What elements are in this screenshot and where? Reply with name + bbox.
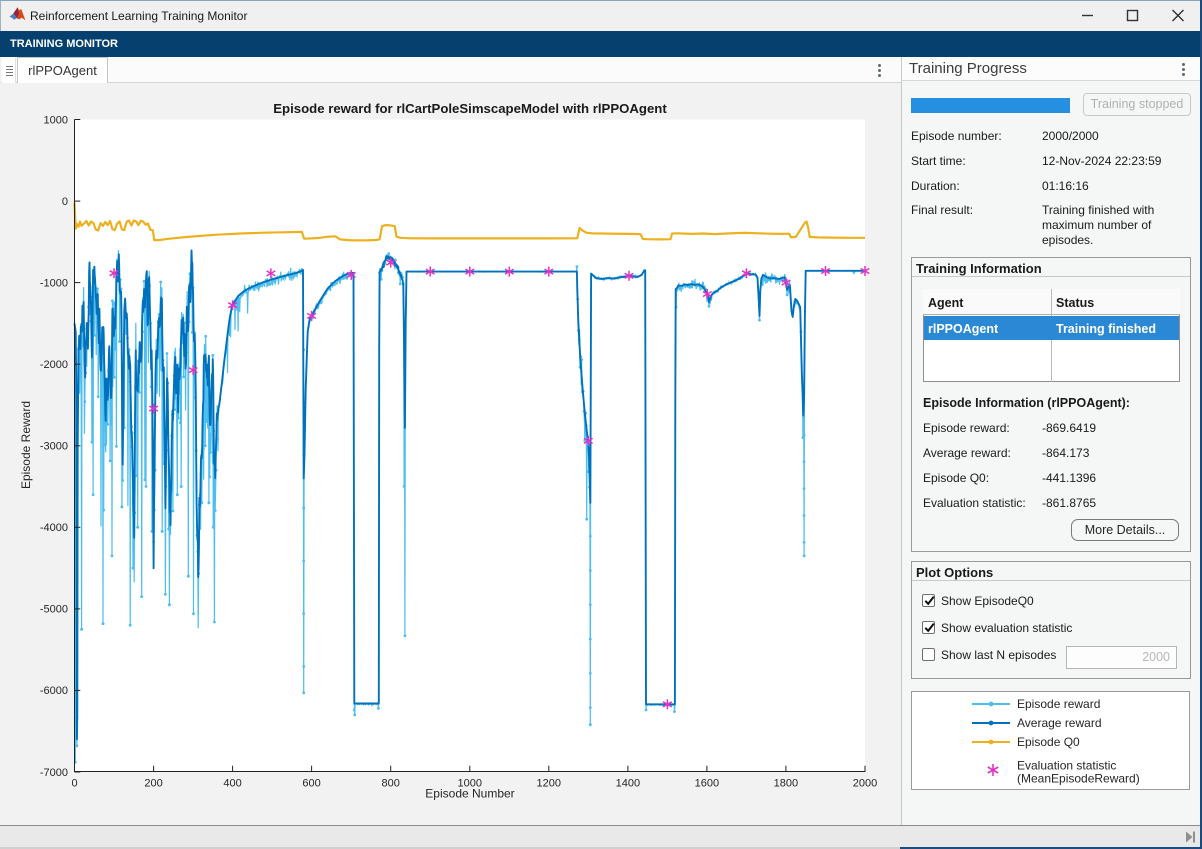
svg-text:2000: 2000	[853, 778, 877, 790]
svg-text:1200: 1200	[537, 778, 561, 790]
svg-text:200: 200	[144, 778, 162, 790]
svg-text:1800: 1800	[774, 778, 798, 790]
svg-text:-5000: -5000	[40, 604, 68, 616]
svg-text:1000: 1000	[458, 778, 482, 790]
svg-text:-2000: -2000	[40, 359, 68, 371]
svg-text:0: 0	[71, 778, 77, 790]
svg-text:Average reward: Average reward	[1017, 716, 1102, 730]
svg-text:-1000: -1000	[40, 277, 68, 289]
svg-text:-3000: -3000	[40, 441, 68, 453]
svg-text:1600: 1600	[695, 778, 719, 790]
svg-text:Evaluation statistic: Evaluation statistic	[1017, 759, 1116, 773]
svg-text:Episode Reward: Episode Reward	[19, 401, 33, 489]
svg-text:Episode Q0: Episode Q0	[1017, 735, 1080, 749]
svg-text:600: 600	[302, 778, 320, 790]
svg-text:Episode Number: Episode Number	[425, 787, 514, 801]
svg-text:1400: 1400	[616, 778, 640, 790]
svg-text:Episode reward: Episode reward	[1017, 697, 1100, 711]
svg-text:1000: 1000	[44, 114, 68, 126]
svg-text:-6000: -6000	[40, 685, 68, 697]
svg-text:Episode reward for rlCartPoleS: Episode reward for rlCartPoleSimscapeMod…	[273, 101, 667, 116]
svg-text:-4000: -4000	[40, 522, 68, 534]
svg-text:0: 0	[62, 196, 68, 208]
svg-text:400: 400	[223, 778, 241, 790]
svg-text:800: 800	[382, 778, 400, 790]
svg-text:(MeanEpisodeReward): (MeanEpisodeReward)	[1017, 772, 1140, 786]
svg-text:-7000: -7000	[40, 767, 68, 779]
